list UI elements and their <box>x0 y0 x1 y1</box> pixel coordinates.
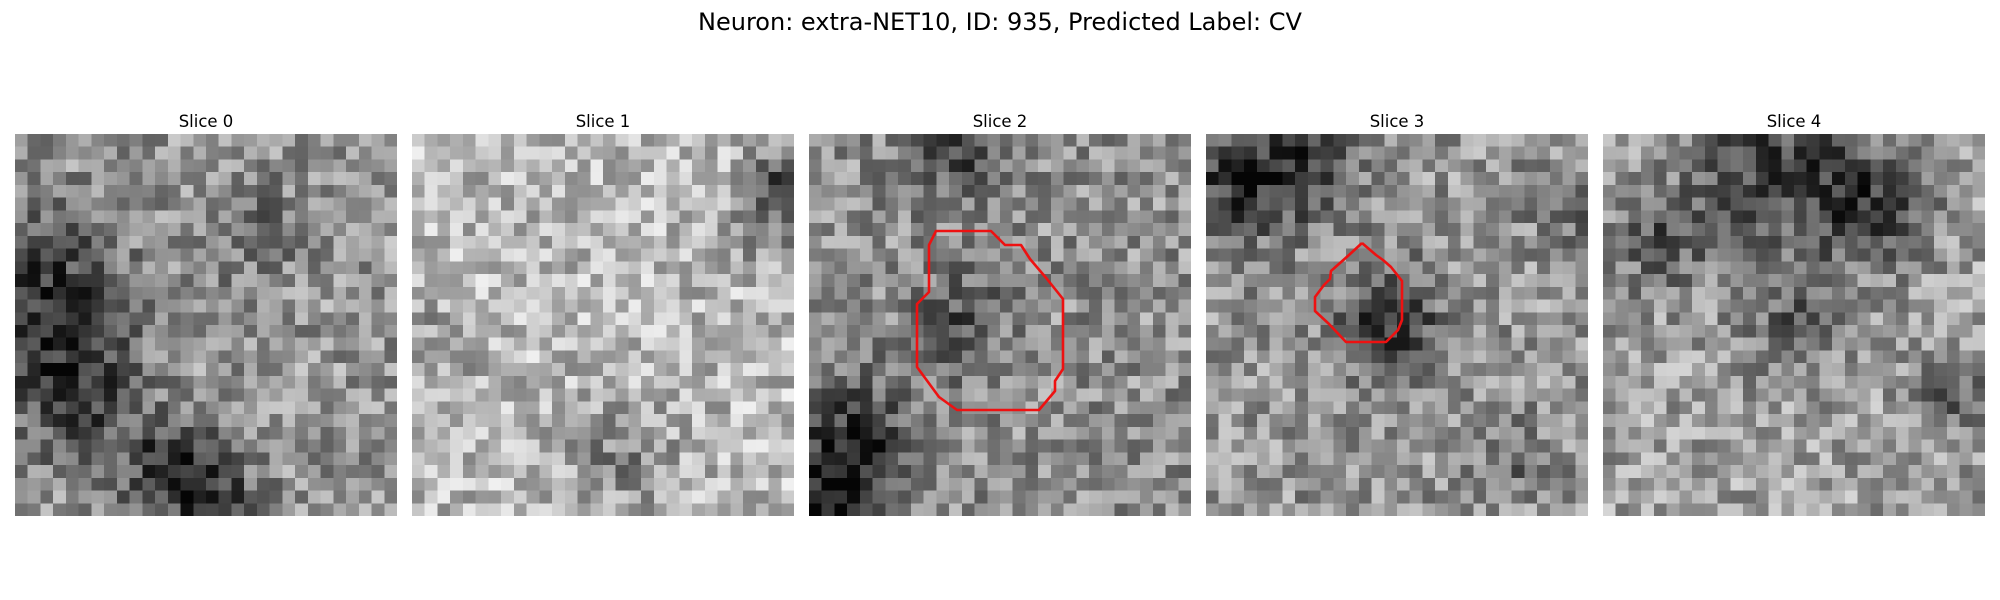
slice-0-image <box>15 134 397 516</box>
slice-4-image <box>1603 134 1985 516</box>
slice-0-panel: Slice 0 <box>15 110 397 516</box>
slice-0-title: Slice 0 <box>178 112 234 131</box>
segmentation-contour <box>1313 242 1404 344</box>
slice-4-panel: Slice 4 <box>1603 110 1985 516</box>
slice-2-contour <box>915 229 1065 412</box>
slice-1-panel: Slice 1 <box>412 110 794 516</box>
slice-1-title: Slice 1 <box>575 112 631 131</box>
slice-3-contour <box>1313 242 1404 344</box>
slice-2-image <box>809 134 1191 516</box>
slice-3-pixels <box>1206 134 1588 516</box>
segmentation-contour <box>915 229 1065 412</box>
slice-3-image <box>1206 134 1588 516</box>
slice-2-title: Slice 2 <box>972 112 1028 131</box>
slice-4-title: Slice 4 <box>1766 112 1822 131</box>
slice-4-pixels <box>1603 134 1985 516</box>
slice-1-pixels <box>412 134 794 516</box>
slice-2-panel: Slice 2 <box>809 110 1191 516</box>
slice-0-pixels <box>15 134 397 516</box>
slice-3-panel: Slice 3 <box>1206 110 1588 516</box>
slice-3-title: Slice 3 <box>1369 112 1425 131</box>
slice-1-image <box>412 134 794 516</box>
slice-2-pixels <box>809 134 1191 516</box>
figure-title: Neuron: extra-NET10, ID: 935, Predicted … <box>698 8 1302 36</box>
